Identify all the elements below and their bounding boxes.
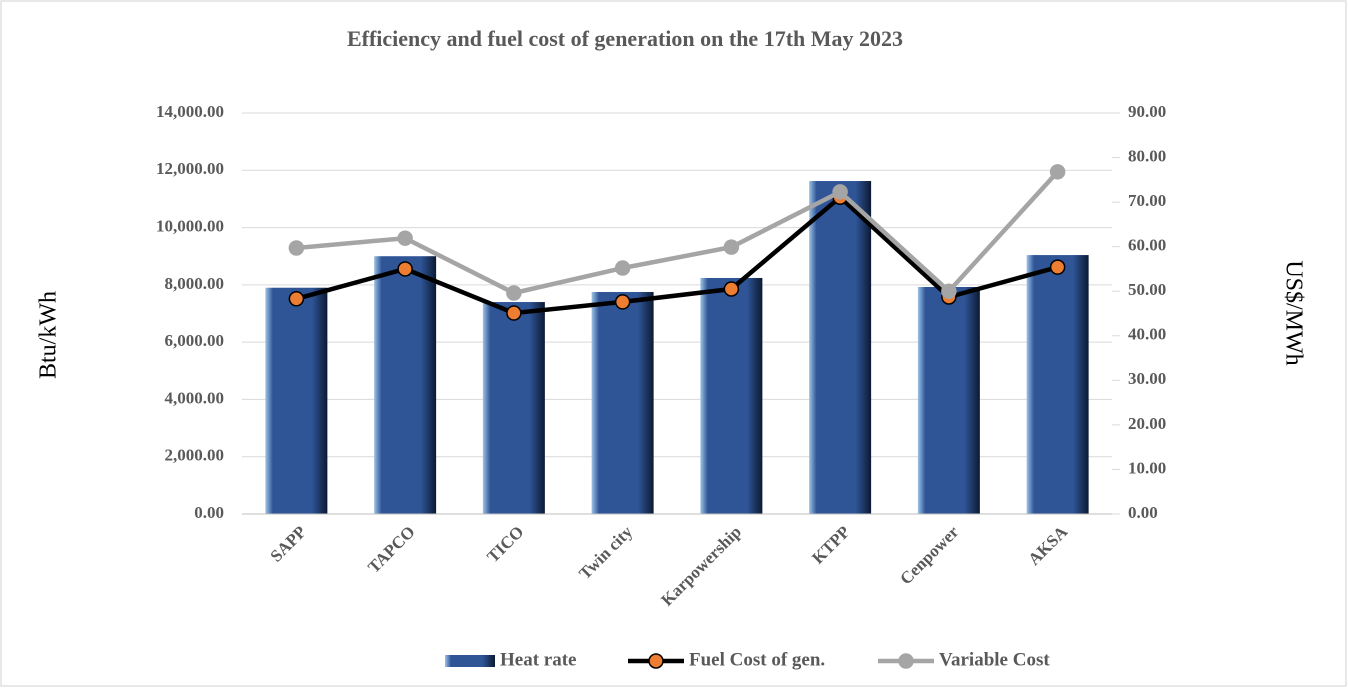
line (295, 194, 1059, 316)
legend-label: Heat rate (500, 649, 576, 670)
marker (614, 294, 631, 310)
y2-tick-label: 80.00 (1128, 146, 1166, 165)
legend-label: Fuel Cost of gen. (689, 649, 825, 670)
y-tick-label: 10,000.00 (156, 216, 224, 235)
bar (265, 287, 328, 514)
y2-tick-label: 0.00 (1128, 503, 1158, 522)
y2-tick-label: 60.00 (1128, 236, 1166, 255)
bar (700, 277, 763, 514)
y-tick-label: 6,000.00 (165, 331, 225, 350)
chart-title: Efficiency and fuel cost of generation o… (347, 26, 903, 51)
marker (506, 305, 522, 321)
y2-tick-label: 30.00 (1128, 369, 1166, 388)
bar (482, 302, 545, 514)
bar (809, 181, 872, 514)
marker (723, 281, 740, 297)
y-tick-label: 0.00 (194, 503, 224, 522)
marker (397, 230, 413, 246)
y2-tick-label: 10.00 (1128, 458, 1166, 477)
bar (591, 292, 654, 514)
bar (374, 256, 437, 514)
y-axis-title: Btu/kWh (36, 291, 62, 379)
y2-axis-title: US$/MWh (1280, 260, 1306, 365)
marker (506, 285, 522, 301)
y-tick-label: 2,000.00 (165, 446, 225, 465)
legend-swatch (445, 655, 495, 667)
y-tick-label: 4,000.00 (165, 388, 225, 407)
y2-tick-label: 90.00 (1128, 102, 1166, 121)
marker (614, 260, 631, 276)
y-tick-label: 12,000.00 (156, 159, 224, 178)
marker (941, 283, 957, 299)
legend-label: Variable Cost (939, 649, 1050, 670)
marker (1049, 164, 1066, 180)
marker (288, 240, 305, 256)
y-tick-label: 14,000.00 (156, 102, 224, 121)
y2-tick-label: 40.00 (1128, 325, 1166, 344)
marker (397, 261, 413, 277)
bar (917, 287, 980, 514)
marker (832, 184, 848, 200)
y-tick-label: 8,000.00 (165, 274, 225, 293)
marker (288, 291, 305, 307)
line (296, 170, 1060, 296)
marker (723, 239, 740, 255)
legend-marker (648, 653, 664, 669)
y2-tick-label: 50.00 (1128, 280, 1166, 299)
legend-marker (898, 653, 914, 669)
bar (1026, 255, 1089, 514)
marker (1049, 259, 1066, 275)
y2-tick-label: 20.00 (1128, 414, 1166, 433)
y2-tick-label: 70.00 (1128, 191, 1166, 210)
